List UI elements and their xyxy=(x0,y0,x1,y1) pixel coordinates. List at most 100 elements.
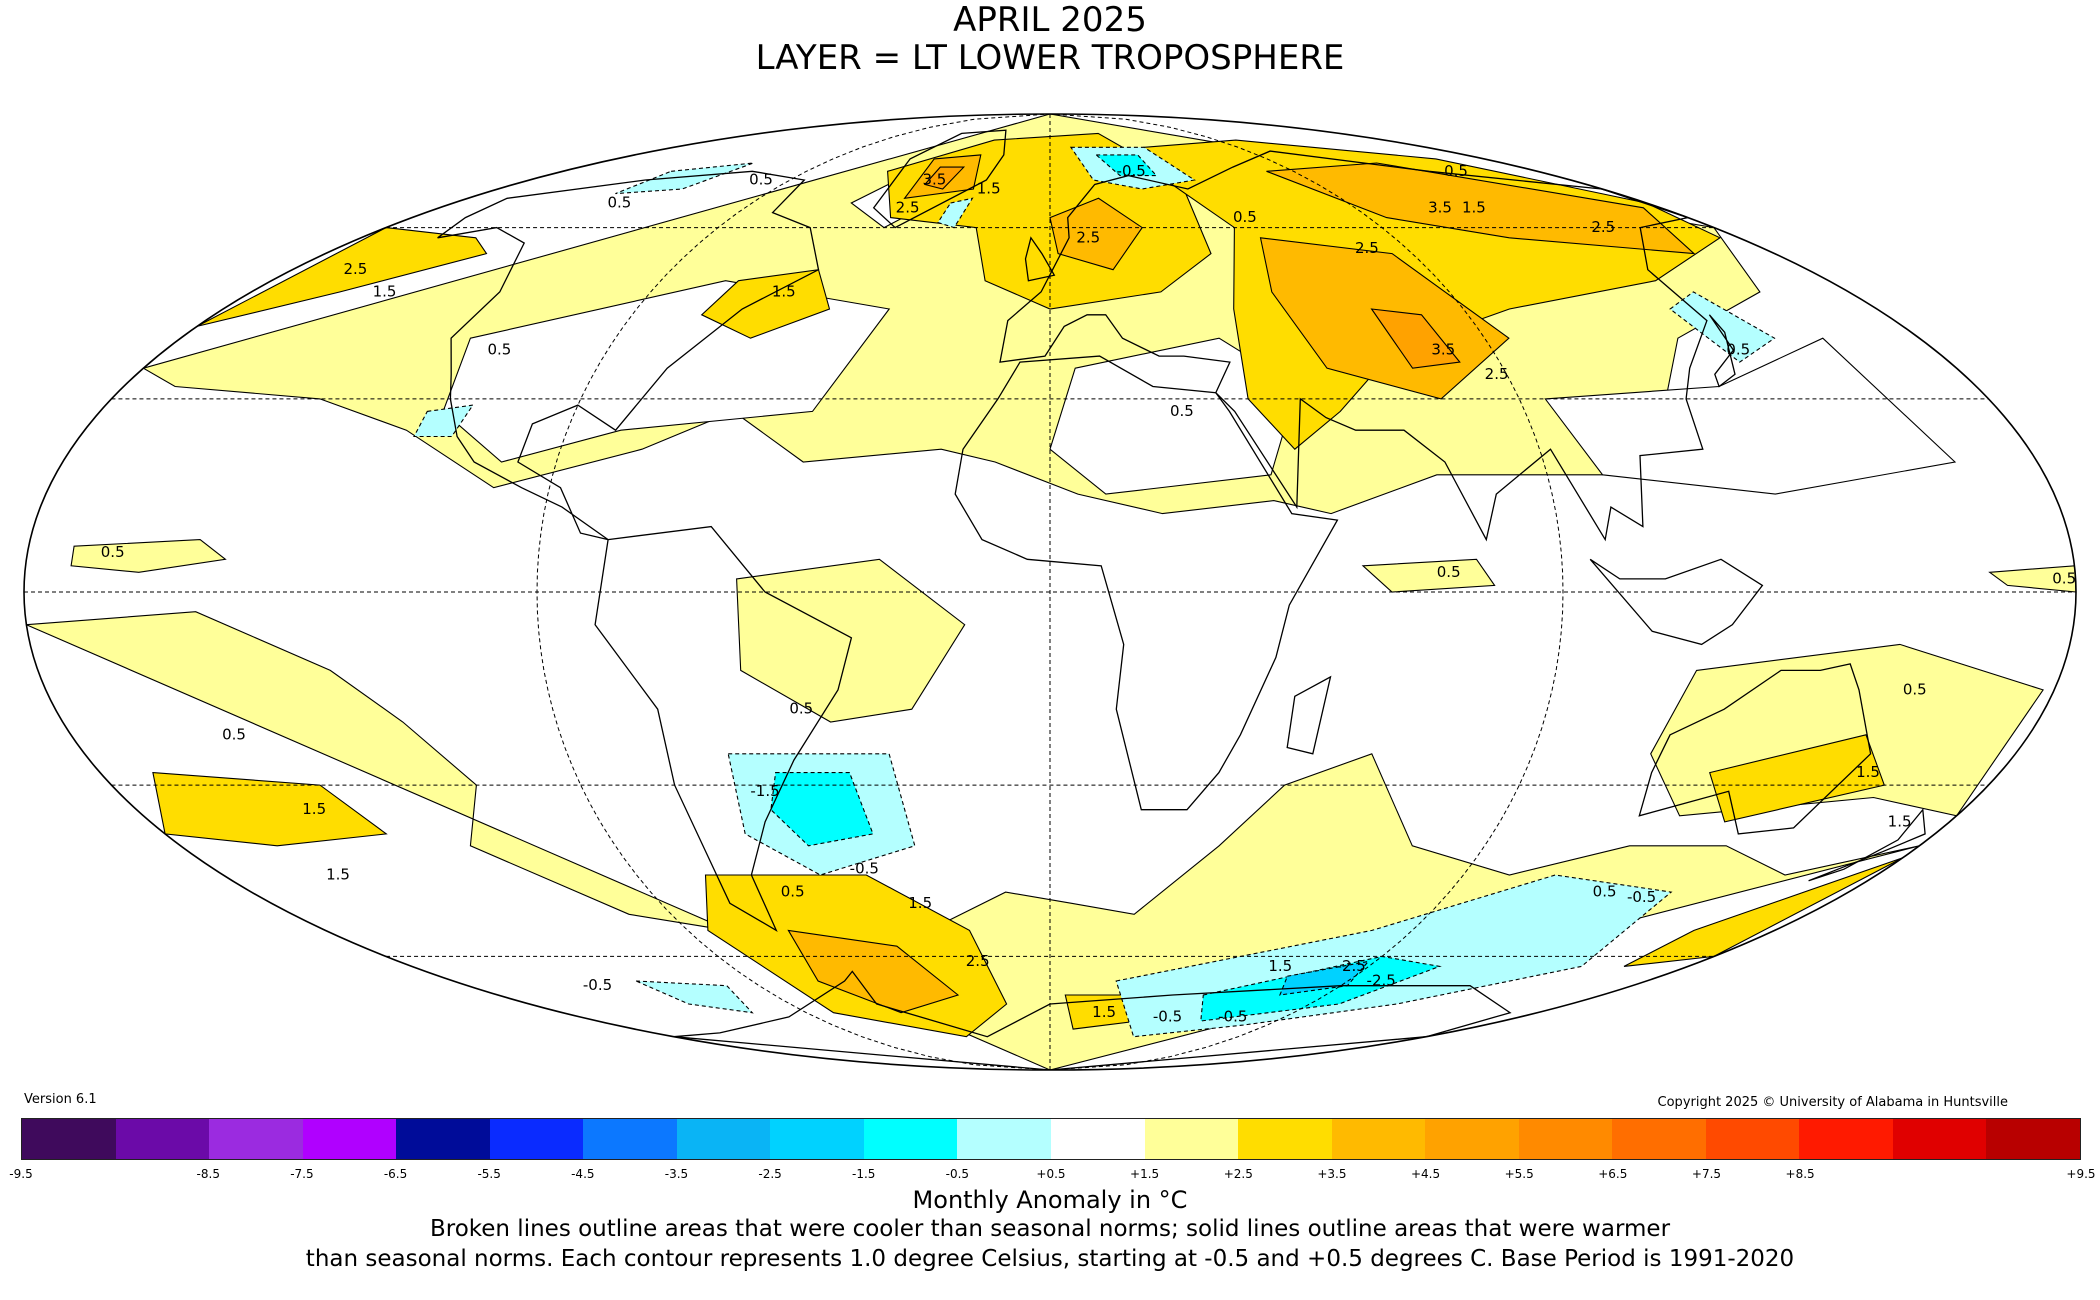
warm-anomaly-region xyxy=(787,929,960,1014)
contour-value-label: 0.5 xyxy=(1726,341,1750,359)
color-scale-segment xyxy=(115,1119,210,1159)
contour-value-label: -0.5 xyxy=(1117,162,1146,180)
contour-value-label: 1.5 xyxy=(373,282,397,300)
warm-anomaly-region xyxy=(1988,565,2076,593)
color-scale-tick-label: +0.5 xyxy=(1036,1167,1066,1181)
contour-value-label: 2.5 xyxy=(966,952,990,970)
color-scale-segment xyxy=(1425,1119,1519,1159)
contour-value-label: -0.5 xyxy=(1153,1007,1182,1025)
cold-anomaly-region xyxy=(615,162,754,195)
longitude-gridline xyxy=(536,114,1051,1070)
copyright-label: Copyright 2025 © University of Alabama i… xyxy=(1657,1095,2008,1110)
australia-outline xyxy=(1638,663,1872,835)
color-scale-tick-label: -4.5 xyxy=(571,1167,595,1181)
contour-value-label: 0.5 xyxy=(222,725,246,743)
map-title: APRIL 2025 xyxy=(953,0,1147,40)
contour-value-label: 1.5 xyxy=(1856,763,1880,781)
contour-value-label: -0.5 xyxy=(583,976,612,994)
legend-note-line-2: than seasonal norms. Each contour repres… xyxy=(305,1246,1795,1272)
contour-value-label: -2.5 xyxy=(1367,972,1396,990)
warm-anomaly-region xyxy=(1049,337,1298,495)
color-scale-tick-label: -7.5 xyxy=(290,1167,314,1181)
color-scale-segment xyxy=(1799,1119,1893,1159)
color-scale-tick-label: -3.5 xyxy=(664,1167,689,1181)
color-scale-tick-label: -0.5 xyxy=(945,1167,970,1181)
color-scale-segment xyxy=(676,1119,771,1159)
warm-anomaly-region xyxy=(70,539,227,573)
greenland-outline xyxy=(872,129,1007,229)
contour-value-label: -0.5 xyxy=(1627,888,1656,906)
color-scale-segment xyxy=(583,1119,677,1159)
contour-value-label: 0.5 xyxy=(607,194,631,212)
contour-value-label: 0.5 xyxy=(1593,883,1617,901)
contour-value-label: -0.5 xyxy=(850,860,879,878)
color-scale-segment xyxy=(302,1119,397,1159)
madagascar-outline xyxy=(1286,675,1332,755)
color-scale-tick-label: +5.5 xyxy=(1504,1167,1534,1181)
contour-value-label: 1.5 xyxy=(326,866,350,884)
warm-anomaly-region xyxy=(700,269,831,339)
warm-anomaly-region xyxy=(196,227,488,327)
cold-anomaly-region xyxy=(1669,291,1776,363)
color-scale-segment xyxy=(396,1119,490,1159)
version-label: Version 6.1 xyxy=(24,1092,97,1107)
contour-value-label: -1.5 xyxy=(750,782,779,800)
color-scale-ticks: -9.5 -8.5 -7.5 -6.5 -5.5 -4.5 -3.5 -2.5 -1.5 -0.5… xyxy=(9,1167,2095,1183)
contour-value-label: 2.5 xyxy=(1485,365,1509,383)
color-scale-tick-label: -1.5 xyxy=(852,1167,876,1181)
color-scale-segment xyxy=(957,1119,1052,1159)
color-scale-tick-label: -5.5 xyxy=(477,1167,501,1181)
anomaly-fill-layer xyxy=(26,114,2076,1070)
color-scale-segment xyxy=(1986,1119,2081,1159)
color-scale-segment xyxy=(863,1119,958,1159)
color-scale-tick-label: +1.5 xyxy=(1130,1167,1160,1181)
longitude-gridline xyxy=(1049,114,1564,1070)
contour-value-label: 0.5 xyxy=(1437,563,1461,581)
color-scale-segment xyxy=(1238,1119,1332,1159)
contour-value-label: 1.5 xyxy=(1462,198,1486,216)
color-scale-segment xyxy=(1144,1119,1239,1159)
color-scale-tick-label: -2.5 xyxy=(758,1167,782,1181)
contour-value-label: 1.5 xyxy=(1268,957,1292,975)
contour-value-label: 1.5 xyxy=(772,282,796,300)
color-scale-segment xyxy=(1331,1119,1426,1159)
warm-anomaly-region xyxy=(1370,308,1461,369)
color-scale-tick-label: +8.5 xyxy=(1785,1167,1815,1181)
world-anomaly-map: 0.50.5-0.53.52.51.52.50.52.53.5 1.52.50.5… xyxy=(23,113,2077,1071)
globe-outline xyxy=(23,113,2077,1071)
color-scale-segment xyxy=(1612,1119,1706,1159)
contour-value-label: 1.5 xyxy=(1888,812,1912,830)
contour-value-label: 0.5 xyxy=(1903,680,1927,698)
color-scale-tick-label: +9.5 xyxy=(2066,1167,2096,1181)
africa-outline xyxy=(954,355,1339,811)
contour-label-layer: 0.50.5-0.53.52.51.52.50.52.53.5 1.52.50.5… xyxy=(101,162,2076,1026)
units-label: Monthly Anomaly in °C xyxy=(912,1186,1188,1214)
contour-value-label: 2.5 xyxy=(1076,228,1100,246)
cold-anomaly-region xyxy=(413,404,475,438)
color-scale-segment xyxy=(1518,1119,1613,1159)
contour-value-label: 2.5 xyxy=(1591,218,1615,236)
contour-value-label: 0.5 xyxy=(781,883,805,901)
color-scale-segment xyxy=(1892,1119,1987,1159)
map-subtitle: LAYER = LT LOWER TROPOSPHERE xyxy=(755,38,1345,78)
contour-value-label: 3.5 xyxy=(1431,341,1455,359)
contour-value-label: 1.5 xyxy=(1092,1003,1116,1021)
warm-anomaly-region xyxy=(1361,558,1496,593)
contour-value-label: 0.5 xyxy=(1444,162,1468,180)
color-scale-tick-label: +6.5 xyxy=(1598,1167,1628,1181)
warm-anomaly-region xyxy=(152,771,388,847)
contour-value-label: 2.5 xyxy=(1355,239,1379,257)
contour-value-label: 0.5 xyxy=(1170,402,1194,420)
color-scale-tick-label: +7.5 xyxy=(1691,1167,1722,1181)
contour-value-label: 1.5 xyxy=(908,894,932,912)
contour-value-label: 0.5 xyxy=(749,171,773,189)
contour-value-label: -0.5 xyxy=(1218,1007,1247,1025)
color-scale-segment xyxy=(770,1119,864,1159)
cold-anomaly-region xyxy=(1094,154,1158,177)
south-america-outline xyxy=(594,525,853,932)
cold-anomaly-region xyxy=(770,772,874,847)
color-scale-tick-label: +3.5 xyxy=(1317,1167,1347,1181)
warm-anomaly-region xyxy=(923,166,966,190)
color-scale-segment xyxy=(209,1119,303,1159)
color-scale-segment xyxy=(1705,1119,1800,1159)
